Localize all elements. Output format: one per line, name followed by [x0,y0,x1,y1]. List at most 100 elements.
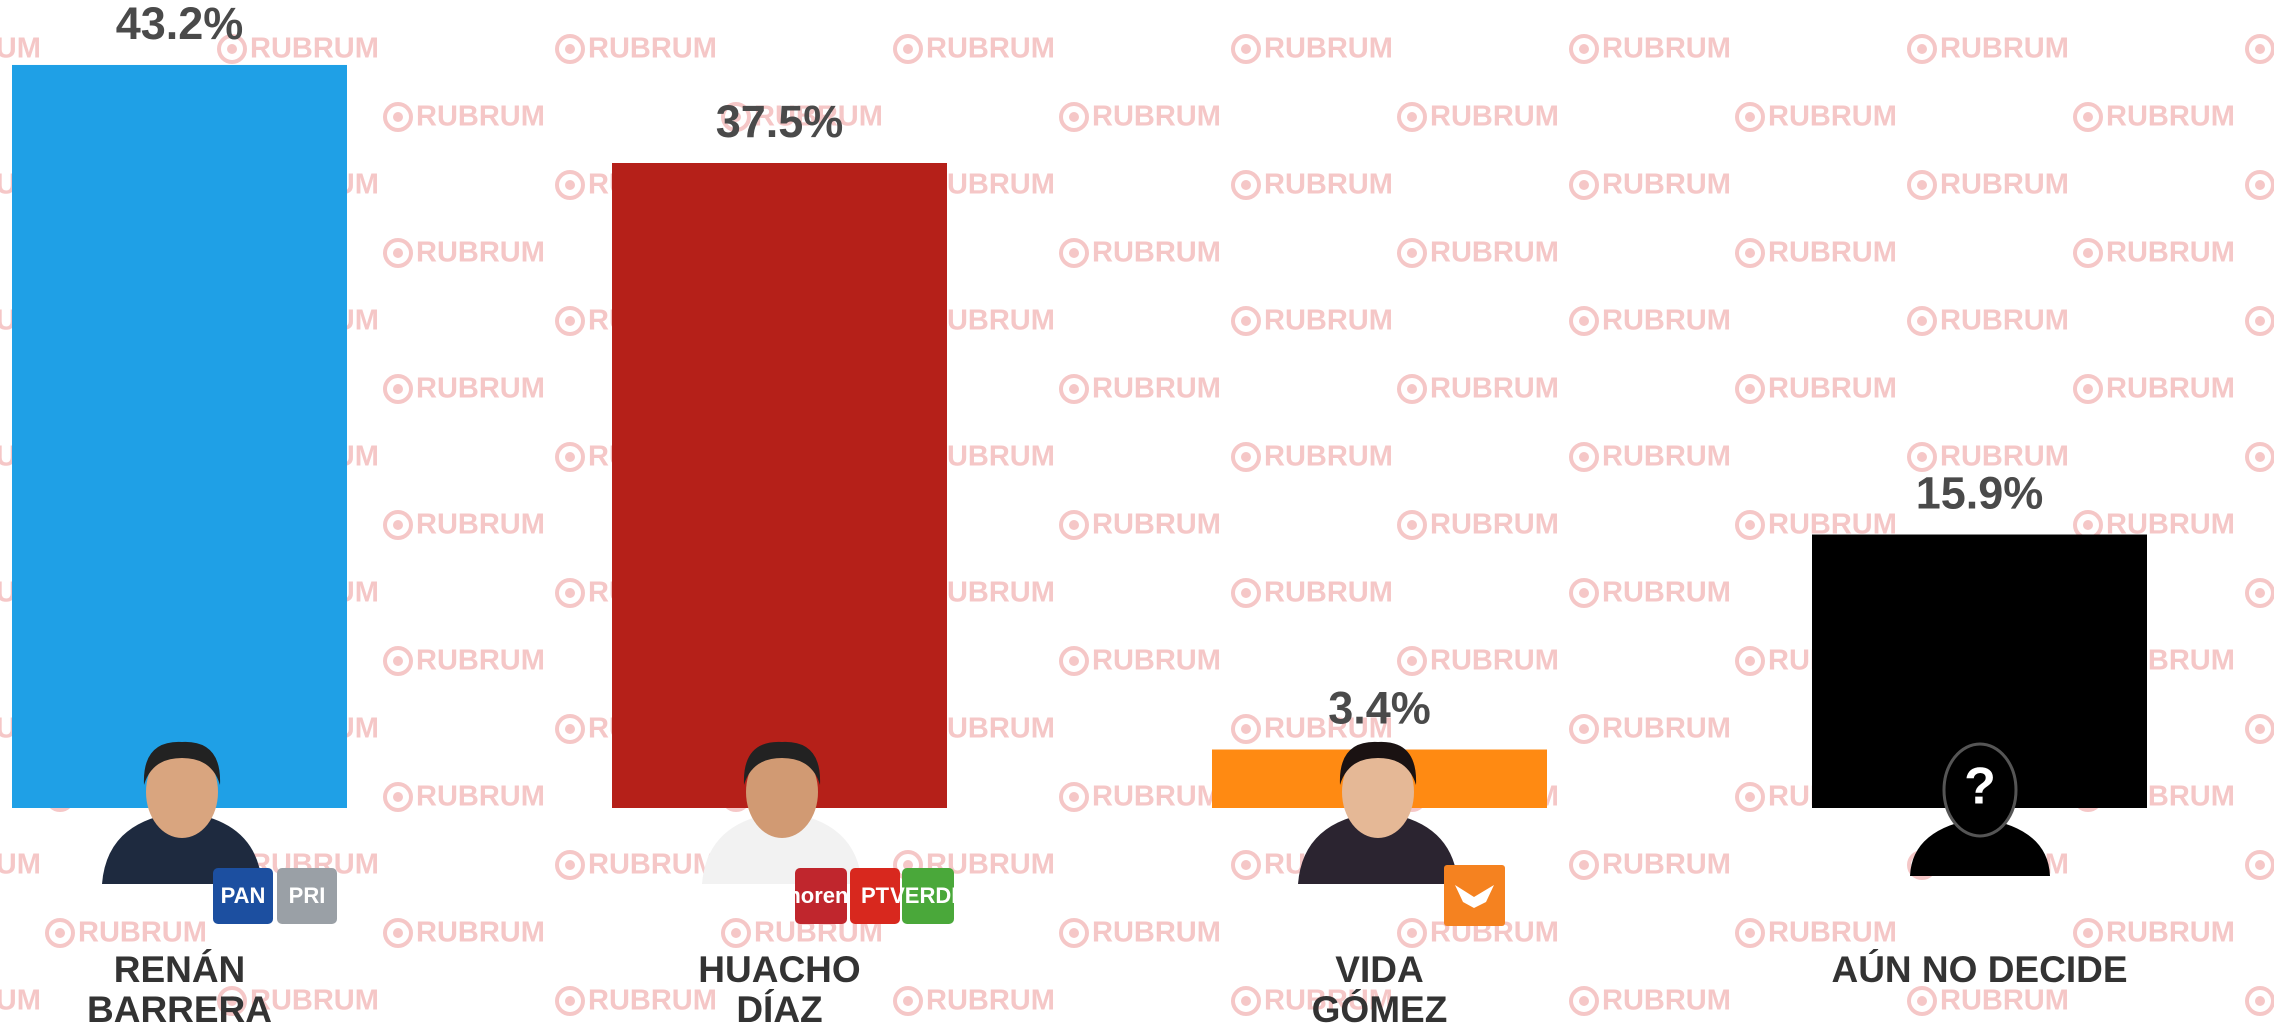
watermark-text: RUBRUM [926,33,1055,65]
watermark-icon [1397,238,1427,268]
watermark-icon [1735,102,1765,132]
watermark-dot [2083,248,2093,258]
watermark-icon [555,714,585,744]
watermark-dot [1069,112,1079,122]
watermark-icon [1231,442,1261,472]
watermark-dot [1745,792,1755,802]
watermark-icon [1735,646,1765,676]
portrait-hair [1339,741,1417,785]
watermark-icon [1231,34,1261,64]
silhouette-body [1910,818,2050,876]
watermark-text: RUBRUM [0,849,41,881]
watermark-dot [2255,724,2265,734]
watermark-icon [2245,850,2274,880]
watermark-text: RUBRUM [1940,985,2069,1017]
watermark-icon [217,986,247,1016]
watermark-dot [1069,384,1079,394]
watermark-dot [1407,656,1417,666]
watermark-text: RUBRUM [1602,305,1731,337]
party-logo [795,868,847,924]
watermark-icon [1397,918,1427,948]
watermark-text: RUBRUM [1264,713,1393,745]
watermark-icon [1059,238,1089,268]
watermark-icon [2073,102,2103,132]
party-logo-text: morena [781,883,861,908]
watermark-text: RUBRUM [588,849,717,881]
watermark-text: RUBRUM [250,33,379,65]
watermark-icon [2245,170,2274,200]
watermark-text: RUBRUM [1430,101,1559,133]
watermark-icon [1907,986,1937,1016]
watermark-icon [1907,170,1937,200]
watermark-text: RUBRUM [1264,33,1393,65]
watermark-text: RUBRUM [1430,509,1559,541]
watermark-text: RUBRUM [1768,373,1897,405]
watermark-dot [2255,996,2265,1006]
watermark-icon [1059,782,1089,812]
watermark-dot [1579,452,1589,462]
watermark-dot [1745,928,1755,938]
foreground: 43.2% RENÁN BARRERA 37.5% HUACHO DÍAZ 3.4% VIDA… [87,0,2128,1027]
watermark-dot [565,724,575,734]
watermark-dot [1069,520,1079,530]
watermark-text: RUBRUM [1264,169,1393,201]
watermark-dot [1407,112,1417,122]
watermark-icon [1397,374,1427,404]
watermark-text: RUBRUM [1768,101,1897,133]
watermark-text: RUBRUM [1602,441,1731,473]
watermark-dot [565,860,575,870]
watermark-dot [393,792,403,802]
watermark-icon [1231,170,1261,200]
watermark-icon [2245,34,2274,64]
watermark-dot [2083,928,2093,938]
watermark-text: RUBRUM [416,101,545,133]
watermark-dot [227,996,237,1006]
watermark-dot [1745,248,1755,258]
watermark-dot [2255,44,2265,54]
watermark-icon [1059,646,1089,676]
watermark-dot [1745,384,1755,394]
party-logo-bird [1455,885,1494,908]
party-logo-text: PT [861,883,890,908]
watermark-icon [1569,306,1599,336]
watermark-icon [555,850,585,880]
watermark-dot [1241,724,1251,734]
watermark-text: RUBRUM [588,985,717,1017]
watermark-text: RUBRUM [1768,237,1897,269]
watermark-icon [1059,510,1089,540]
watermark-icon [2073,374,2103,404]
watermark-icon [1397,646,1427,676]
watermark-dot [1917,996,1927,1006]
watermark-icon [893,34,923,64]
bars [12,64,2147,808]
watermark-icon [1059,102,1089,132]
watermark-icon [1569,34,1599,64]
watermark-text: RUBRUM [1602,33,1731,65]
watermark-icon [1907,442,1937,472]
watermark-dot [393,384,403,394]
watermark-dot [393,928,403,938]
watermark-text: RUBRUM [2106,101,2235,133]
watermark-dot [1241,44,1251,54]
watermark-dot [1579,44,1589,54]
watermark-dot [2255,316,2265,326]
watermark-dot [1917,452,1927,462]
portrait-head [746,746,818,838]
watermark-text: RUBRUM [1092,917,1221,949]
watermark-dot [2083,384,2093,394]
portrait-body [1298,812,1458,884]
watermark-dot [1579,316,1589,326]
watermark-dot [1069,792,1079,802]
watermark-dot [1407,520,1417,530]
watermark-dot [903,44,913,54]
watermark-text: RUBRUM [2106,373,2235,405]
watermark-icon [555,578,585,608]
portrait-body [702,812,862,884]
watermark-dot [731,928,741,938]
watermark-text: RUBRUM [588,33,717,65]
category-label: AÚN NO DECIDE [1831,948,2127,990]
watermark-dot [393,656,403,666]
watermark-icon [2245,578,2274,608]
value-label: 43.2% [116,0,244,49]
watermark-dot [2083,112,2093,122]
